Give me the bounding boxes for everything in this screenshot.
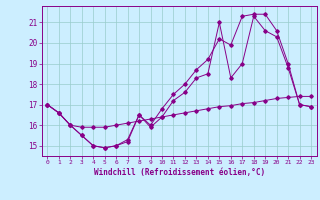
X-axis label: Windchill (Refroidissement éolien,°C): Windchill (Refroidissement éolien,°C) — [94, 168, 265, 177]
